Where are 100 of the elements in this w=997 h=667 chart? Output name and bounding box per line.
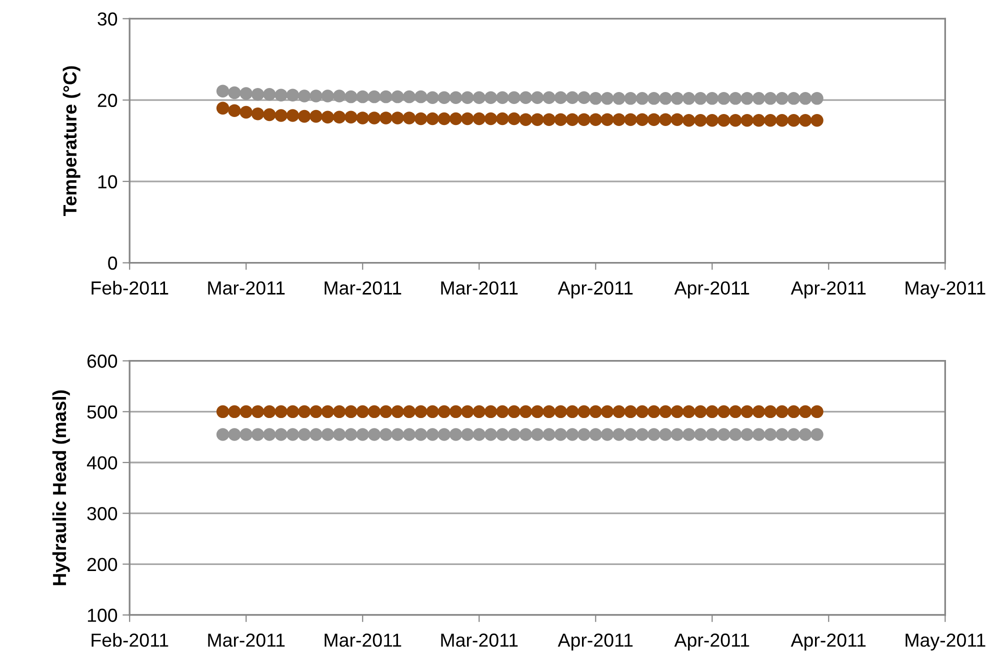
y-tick-label: 30 — [98, 12, 118, 26]
x-tick-label: Mar-2011 — [208, 281, 285, 295]
point — [274, 109, 288, 122]
point — [402, 90, 416, 104]
point — [798, 114, 812, 127]
point — [380, 90, 392, 104]
point — [332, 110, 346, 124]
point — [508, 91, 520, 104]
point — [391, 112, 404, 124]
point — [286, 109, 300, 122]
y-tick-label: 600 — [87, 354, 118, 368]
point — [263, 108, 276, 122]
point — [321, 90, 334, 102]
point — [496, 91, 509, 104]
point — [810, 114, 824, 127]
x-tick-label: May-2011 — [906, 634, 986, 651]
y-axis-title: Temperature (°C) — [62, 66, 80, 216]
point — [717, 92, 730, 105]
point — [636, 113, 649, 126]
point — [600, 92, 614, 105]
point — [240, 87, 253, 100]
point — [636, 92, 649, 105]
point — [787, 114, 800, 127]
point — [776, 114, 788, 127]
point — [356, 90, 370, 104]
point — [344, 110, 358, 124]
point — [764, 114, 777, 127]
point — [694, 92, 707, 105]
point — [764, 92, 777, 105]
point — [600, 113, 614, 126]
y-tick-label: 400 — [86, 456, 118, 470]
point — [612, 113, 626, 126]
point — [798, 92, 812, 105]
point — [472, 112, 486, 126]
point — [426, 91, 439, 104]
x-tick-label: Apr-2011 — [790, 281, 866, 298]
point — [472, 91, 486, 104]
point — [414, 112, 428, 126]
point — [659, 113, 672, 126]
x-tick-label: Mar-2011 — [441, 281, 518, 295]
y-tick-label: 300 — [87, 507, 118, 520]
point — [542, 91, 556, 104]
point — [729, 114, 742, 127]
point — [589, 92, 602, 105]
x-tick-label: Mar-2011 — [324, 634, 402, 647]
point — [461, 91, 474, 104]
point — [624, 113, 637, 126]
point — [426, 112, 439, 126]
point — [321, 110, 334, 124]
y-tick-label: 200 — [87, 558, 118, 572]
y-axis-title: Hydraulic Head (masl) — [52, 390, 70, 586]
point — [776, 92, 788, 105]
point — [706, 114, 719, 127]
point — [787, 92, 800, 105]
point — [752, 92, 766, 105]
point — [310, 110, 322, 123]
point — [717, 114, 730, 127]
y-tick-label: 0 — [108, 256, 118, 270]
point — [624, 92, 637, 105]
point — [589, 113, 602, 126]
point — [810, 92, 824, 105]
point — [578, 91, 590, 104]
point — [530, 91, 544, 104]
point — [659, 92, 672, 105]
point — [670, 113, 684, 126]
point — [449, 91, 462, 104]
x-tick-label: Feb-2011 — [92, 280, 168, 295]
point — [752, 114, 766, 127]
point — [251, 107, 264, 120]
y-tick-label: 20 — [98, 94, 118, 108]
point — [332, 90, 346, 102]
point — [310, 90, 322, 102]
x-tick-label: Mar-2011 — [441, 634, 518, 647]
point — [274, 88, 288, 102]
point — [484, 112, 498, 126]
point — [508, 112, 520, 126]
point — [298, 90, 311, 102]
point — [286, 88, 300, 102]
point — [414, 90, 428, 104]
point — [694, 114, 707, 127]
point — [554, 113, 568, 126]
point — [438, 112, 451, 126]
point — [298, 110, 311, 123]
point — [228, 104, 241, 118]
point — [449, 112, 462, 126]
point — [578, 113, 590, 126]
point — [438, 91, 451, 104]
x-tick-label: Apr-2011 — [558, 281, 633, 298]
point — [402, 112, 416, 124]
point — [461, 112, 474, 126]
point — [216, 102, 230, 115]
point — [740, 92, 754, 105]
point — [706, 92, 719, 105]
x-tick-label: May-2011 — [906, 281, 986, 298]
x-tick-label: Apr-2011 — [790, 634, 866, 651]
x-tick-label: Apr-2011 — [674, 634, 750, 651]
point — [484, 91, 498, 104]
point — [519, 91, 532, 104]
x-tick-label: Apr-2011 — [558, 634, 633, 651]
point — [542, 113, 556, 126]
